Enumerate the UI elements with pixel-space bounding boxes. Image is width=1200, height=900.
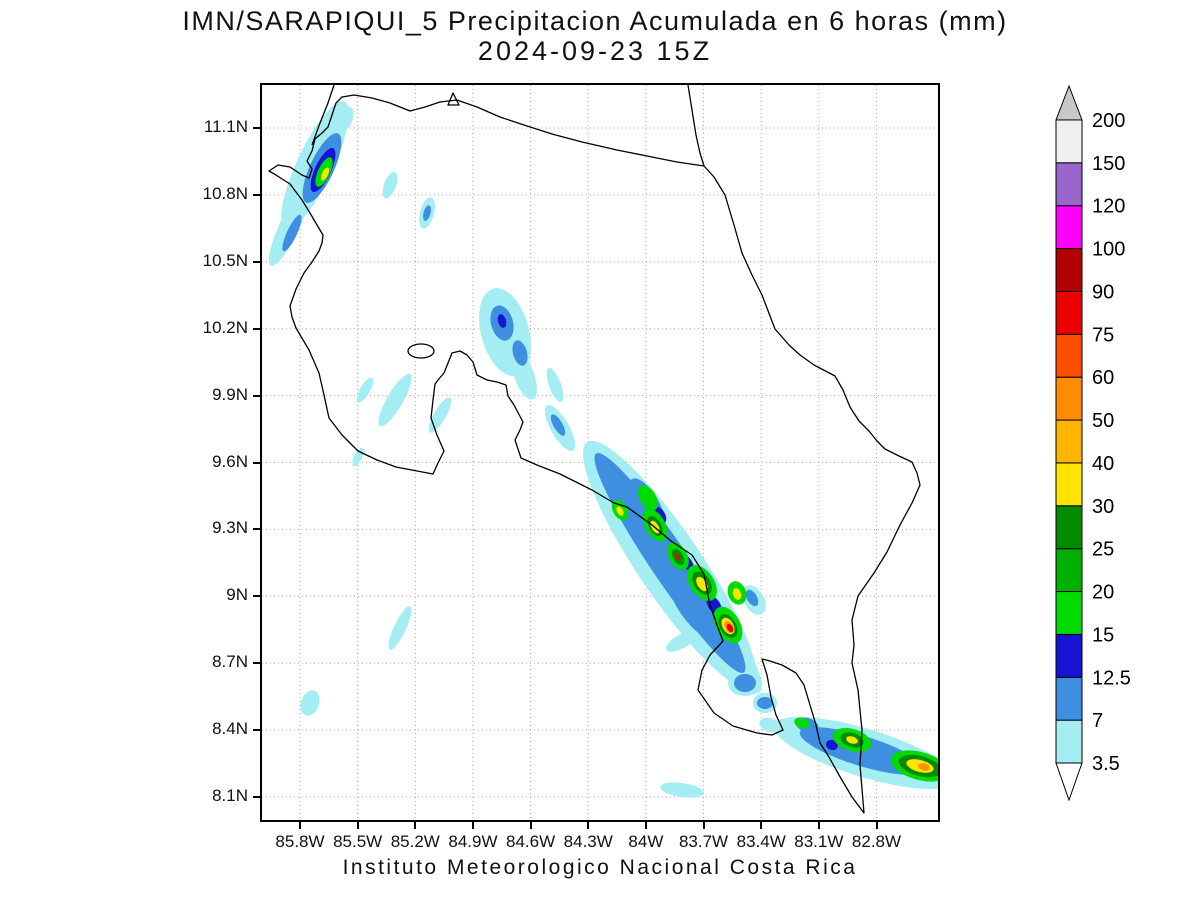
precip-red-layer	[675, 554, 734, 633]
colorbar-segment	[1055, 719, 1083, 764]
colorbar-segment	[1055, 591, 1083, 635]
lat-tick-label: 9.3N	[212, 518, 248, 538]
lat-tick	[253, 127, 260, 129]
colorbar-segment	[1055, 162, 1083, 207]
costa-rica-outline	[268, 94, 921, 814]
colorbar-segment	[1055, 633, 1083, 678]
lat-tick-label: 11.1N	[203, 117, 248, 136]
nicaragua-caribbean-coast	[687, 85, 705, 167]
lon-tick-label: 85.2W	[390, 832, 440, 851]
lon-tick	[702, 822, 705, 829]
lake-island-ometepe	[447, 92, 460, 106]
colorbar-label: 75	[1092, 324, 1114, 346]
lat-tick-label: 8.7N	[212, 652, 248, 672]
lon-tick-label: 84.6W	[506, 832, 556, 851]
colorbar-label: 20	[1092, 582, 1114, 604]
lon-tick	[471, 822, 474, 829]
lat-tick-label: 9.6N	[212, 451, 248, 471]
page-subtitle-date: 2024-09-23 15Z	[477, 36, 713, 66]
lon-tick-label: 82.8W	[851, 832, 902, 851]
lat-tick	[253, 461, 260, 464]
colorbar-label: 120	[1092, 196, 1125, 218]
colorbar-label: 7	[1092, 710, 1103, 732]
colorbar-label: 25	[1092, 539, 1114, 561]
colorbar: 3.5 7 12.5 15 20 25 30 40 50 60 75 90 100 120 150 200	[1055, 84, 1131, 802]
lon-tick-label: 83.7W	[678, 832, 729, 851]
lon-tick	[529, 822, 532, 829]
lat-tick	[253, 528, 260, 531]
colorbar-label: 15	[1092, 624, 1114, 646]
lat-tick-label: 8.1N	[212, 786, 248, 805]
colorbar-segment	[1055, 290, 1083, 335]
lat-tick	[253, 193, 260, 196]
colorbar-label: 60	[1092, 367, 1114, 389]
lat-tick	[253, 729, 260, 732]
colorbar-segment	[1055, 462, 1083, 507]
lon-tick-label: 84.3W	[563, 832, 613, 851]
lat-tick	[253, 260, 260, 263]
lat-tick-label: 10.8N	[202, 183, 248, 203]
lon-tick-label: 84.9W	[448, 832, 498, 851]
colorbar-segment	[1055, 119, 1083, 164]
colorbar-under-arrow	[1055, 762, 1083, 802]
colorbar-segment	[1055, 248, 1083, 292]
lat-tick-label: 10.5N	[202, 250, 248, 270]
lon-tick	[817, 822, 820, 829]
colorbar-label: 200	[1092, 110, 1125, 132]
colorbar-label: 12.5	[1092, 667, 1131, 689]
lon-tick-label: 83.1W	[794, 832, 844, 851]
lon-tick-label: 85.8W	[275, 832, 325, 851]
nicaragua-pacific-coast	[311, 85, 335, 146]
lon-tick-label: 83.4W	[736, 832, 786, 851]
lon-tick	[299, 822, 301, 829]
colorbar-label: 90	[1092, 281, 1114, 303]
colorbar-segment	[1055, 505, 1083, 550]
isla-chira-outline	[407, 343, 435, 359]
lat-tick-label: 8.4N	[212, 719, 248, 739]
lon-tick	[587, 822, 590, 829]
lat-tick-label: 9N	[226, 585, 248, 605]
colorbar-segment	[1055, 333, 1083, 378]
coastline-layer	[268, 85, 921, 814]
colorbar-label: 100	[1092, 239, 1125, 261]
colorbar-label: 3.5	[1092, 753, 1120, 775]
colorbar-label: 150	[1092, 153, 1125, 175]
lat-tick	[253, 796, 260, 798]
lat-tick-label: 9.9N	[212, 384, 248, 404]
lon-tick	[644, 822, 647, 829]
colorbar-label: 30	[1092, 496, 1114, 518]
page-title: IMN/SARAPIQUI_5 Precipitacion Acumulada …	[182, 6, 1008, 36]
lat-tick	[253, 394, 260, 397]
colorbar-segment	[1055, 205, 1083, 250]
lon-tick	[875, 822, 878, 829]
lat-tick	[253, 662, 260, 665]
colorbar-segment	[1055, 419, 1083, 464]
colorbar-label: 50	[1092, 410, 1114, 432]
colorbar-over-arrow	[1055, 84, 1083, 121]
lon-tick	[414, 822, 417, 829]
lon-tick-label: 84W	[628, 832, 664, 851]
colorbar-segment	[1055, 376, 1083, 421]
colorbar-segment	[1055, 676, 1083, 721]
lat-tick-label: 10.2N	[202, 317, 248, 337]
precip-cyan-layer	[268, 101, 938, 798]
colorbar-label: 40	[1092, 453, 1114, 475]
lat-tick	[253, 327, 260, 330]
lon-tick	[356, 822, 359, 829]
map-plot-frame	[260, 83, 940, 822]
map-canvas	[262, 85, 938, 820]
precip-blue-layer	[282, 133, 925, 775]
lon-tick	[760, 822, 763, 829]
footer-attribution: Instituto Meteorologico Nacional Costa R…	[342, 856, 858, 879]
colorbar-segment	[1055, 548, 1083, 593]
lon-tick-label: 85.5W	[333, 832, 383, 851]
lat-tick	[253, 595, 260, 598]
